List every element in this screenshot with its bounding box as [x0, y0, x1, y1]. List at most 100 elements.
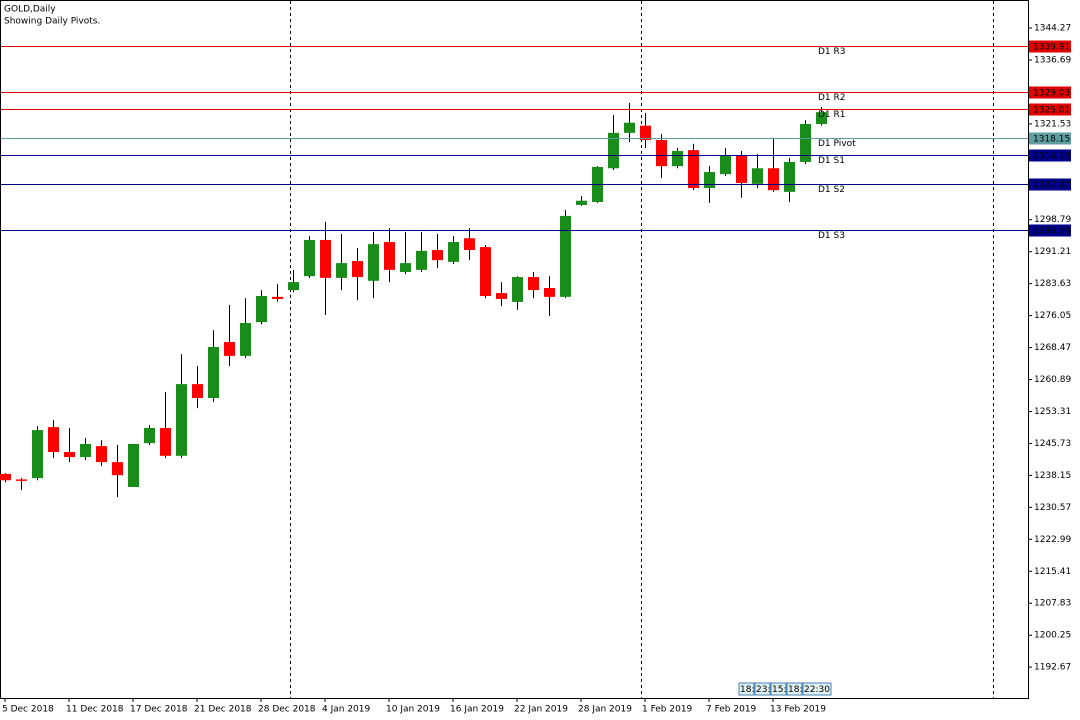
- price-box: [1029, 178, 1071, 191]
- y-tick-label: 1200.25: [1034, 631, 1071, 641]
- candle-body: [256, 296, 267, 323]
- chart-title: GOLD,Daily: [4, 5, 56, 15]
- session-label: 23:: [756, 685, 770, 695]
- candle-body: [752, 168, 763, 184]
- candle-body: [336, 263, 347, 278]
- price-box: [1029, 224, 1071, 237]
- candle-body: [576, 200, 587, 205]
- candle-body: [672, 150, 683, 167]
- candle-body: [160, 427, 171, 456]
- price-box: [1029, 132, 1071, 145]
- candle-body: [32, 430, 43, 479]
- y-tick-label: 1344.27: [1034, 23, 1071, 33]
- price-box-label: 1314.13: [1033, 152, 1070, 162]
- price-box-label: 1296.39: [1033, 227, 1070, 237]
- session-box: [754, 682, 771, 696]
- candle-body: [736, 155, 747, 184]
- y-tick-label: 1215.41: [1034, 567, 1071, 577]
- y-tick-label: 1298.79: [1034, 215, 1071, 225]
- x-tick-label: 21 Dec 2018: [194, 705, 252, 715]
- x-tick-label: 13 Feb 2019: [770, 705, 826, 715]
- y-tick-label: 1207.83: [1034, 599, 1071, 609]
- session-box: [786, 682, 803, 696]
- y-tick-label: 1192.67: [1034, 663, 1071, 673]
- pivot-label: D1 R3: [818, 47, 846, 57]
- candle-body: [272, 296, 283, 299]
- candle-body: [48, 427, 59, 452]
- session-label: 15:: [772, 685, 786, 695]
- price-box-label: 1307.27: [1033, 181, 1070, 191]
- x-tick-label: 1 Feb 2019: [642, 705, 693, 715]
- candle-body: [352, 261, 363, 278]
- pivot-label: D1 R1: [818, 110, 846, 120]
- plot-frame: [0, 0, 1029, 699]
- y-tick-label: 1283.63: [1034, 279, 1071, 289]
- price-box-label: 1339.91: [1033, 43, 1070, 53]
- y-tick-label: 1238.15: [1034, 471, 1071, 481]
- session-label: 22:30: [804, 685, 830, 695]
- candle-body: [288, 282, 299, 291]
- x-tick-label: 7 Feb 2019: [706, 705, 757, 715]
- y-tick-label: 1321.53: [1034, 119, 1071, 129]
- candle-body: [64, 451, 75, 458]
- candle-body: [80, 443, 91, 458]
- candle-body: [720, 155, 731, 175]
- candle-body: [704, 172, 715, 189]
- x-tick-label: 16 Jan 2019: [450, 705, 504, 715]
- session-label: 18:: [740, 685, 754, 695]
- y-tick-label: 1336.69: [1034, 55, 1071, 65]
- candle-body: [96, 446, 107, 463]
- candle-body: [144, 427, 155, 444]
- candle-body: [416, 250, 427, 270]
- x-tick-label: 17 Dec 2018: [130, 705, 188, 715]
- price-box: [1029, 103, 1071, 116]
- chart-subtitle: Showing Daily Pivots.: [4, 17, 100, 27]
- x-tick-label: 10 Jan 2019: [386, 705, 440, 715]
- x-tick-label: 28 Jan 2019: [578, 705, 632, 715]
- candle-body: [208, 347, 219, 399]
- candle-body: [608, 132, 619, 169]
- candle-body: [656, 140, 667, 167]
- y-tick-label: 1268.47: [1034, 343, 1071, 353]
- price-box-label: 1318.15: [1033, 135, 1070, 145]
- candle-body: [176, 384, 187, 456]
- price-box: [1029, 86, 1071, 99]
- candle-body: [496, 293, 507, 299]
- y-tick-label: 1291.21: [1034, 247, 1071, 257]
- candle-body: [304, 239, 315, 277]
- candle-body: [816, 112, 827, 124]
- candle-body: [784, 161, 795, 192]
- pivot-label: D1 S3: [818, 231, 845, 241]
- price-box: [1029, 40, 1071, 53]
- candle-body: [624, 122, 635, 133]
- y-tick-label: 1245.73: [1034, 439, 1071, 449]
- y-tick-label: 1222.99: [1034, 535, 1071, 545]
- candle-body: [400, 263, 411, 272]
- candle-body: [464, 238, 475, 251]
- candle-body: [320, 239, 331, 278]
- candle-body: [240, 322, 251, 356]
- candle-body: [480, 247, 491, 297]
- price-box-label: 1325.01: [1033, 106, 1070, 116]
- candle-body: [528, 277, 539, 291]
- price-box: [1029, 149, 1071, 162]
- x-tick-label: 22 Jan 2019: [514, 705, 568, 715]
- candle-body: [544, 287, 555, 297]
- x-tick-label: 4 Jan 2019: [322, 705, 370, 715]
- pivot-label: D1 Pivot: [818, 139, 856, 149]
- pivot-label: D1 R2: [818, 93, 846, 103]
- candle-body: [112, 462, 123, 476]
- candle-body: [224, 341, 235, 356]
- price-box-label: 1329.03: [1033, 89, 1070, 99]
- candle-body: [560, 215, 571, 297]
- x-tick-label: 11 Dec 2018: [66, 705, 124, 715]
- session-box: [802, 682, 832, 696]
- session-box: [770, 682, 787, 696]
- candle-body: [368, 244, 379, 281]
- candle-body: [16, 479, 27, 481]
- candle-body: [688, 150, 699, 189]
- x-tick-label: 5 Dec 2018: [2, 705, 54, 715]
